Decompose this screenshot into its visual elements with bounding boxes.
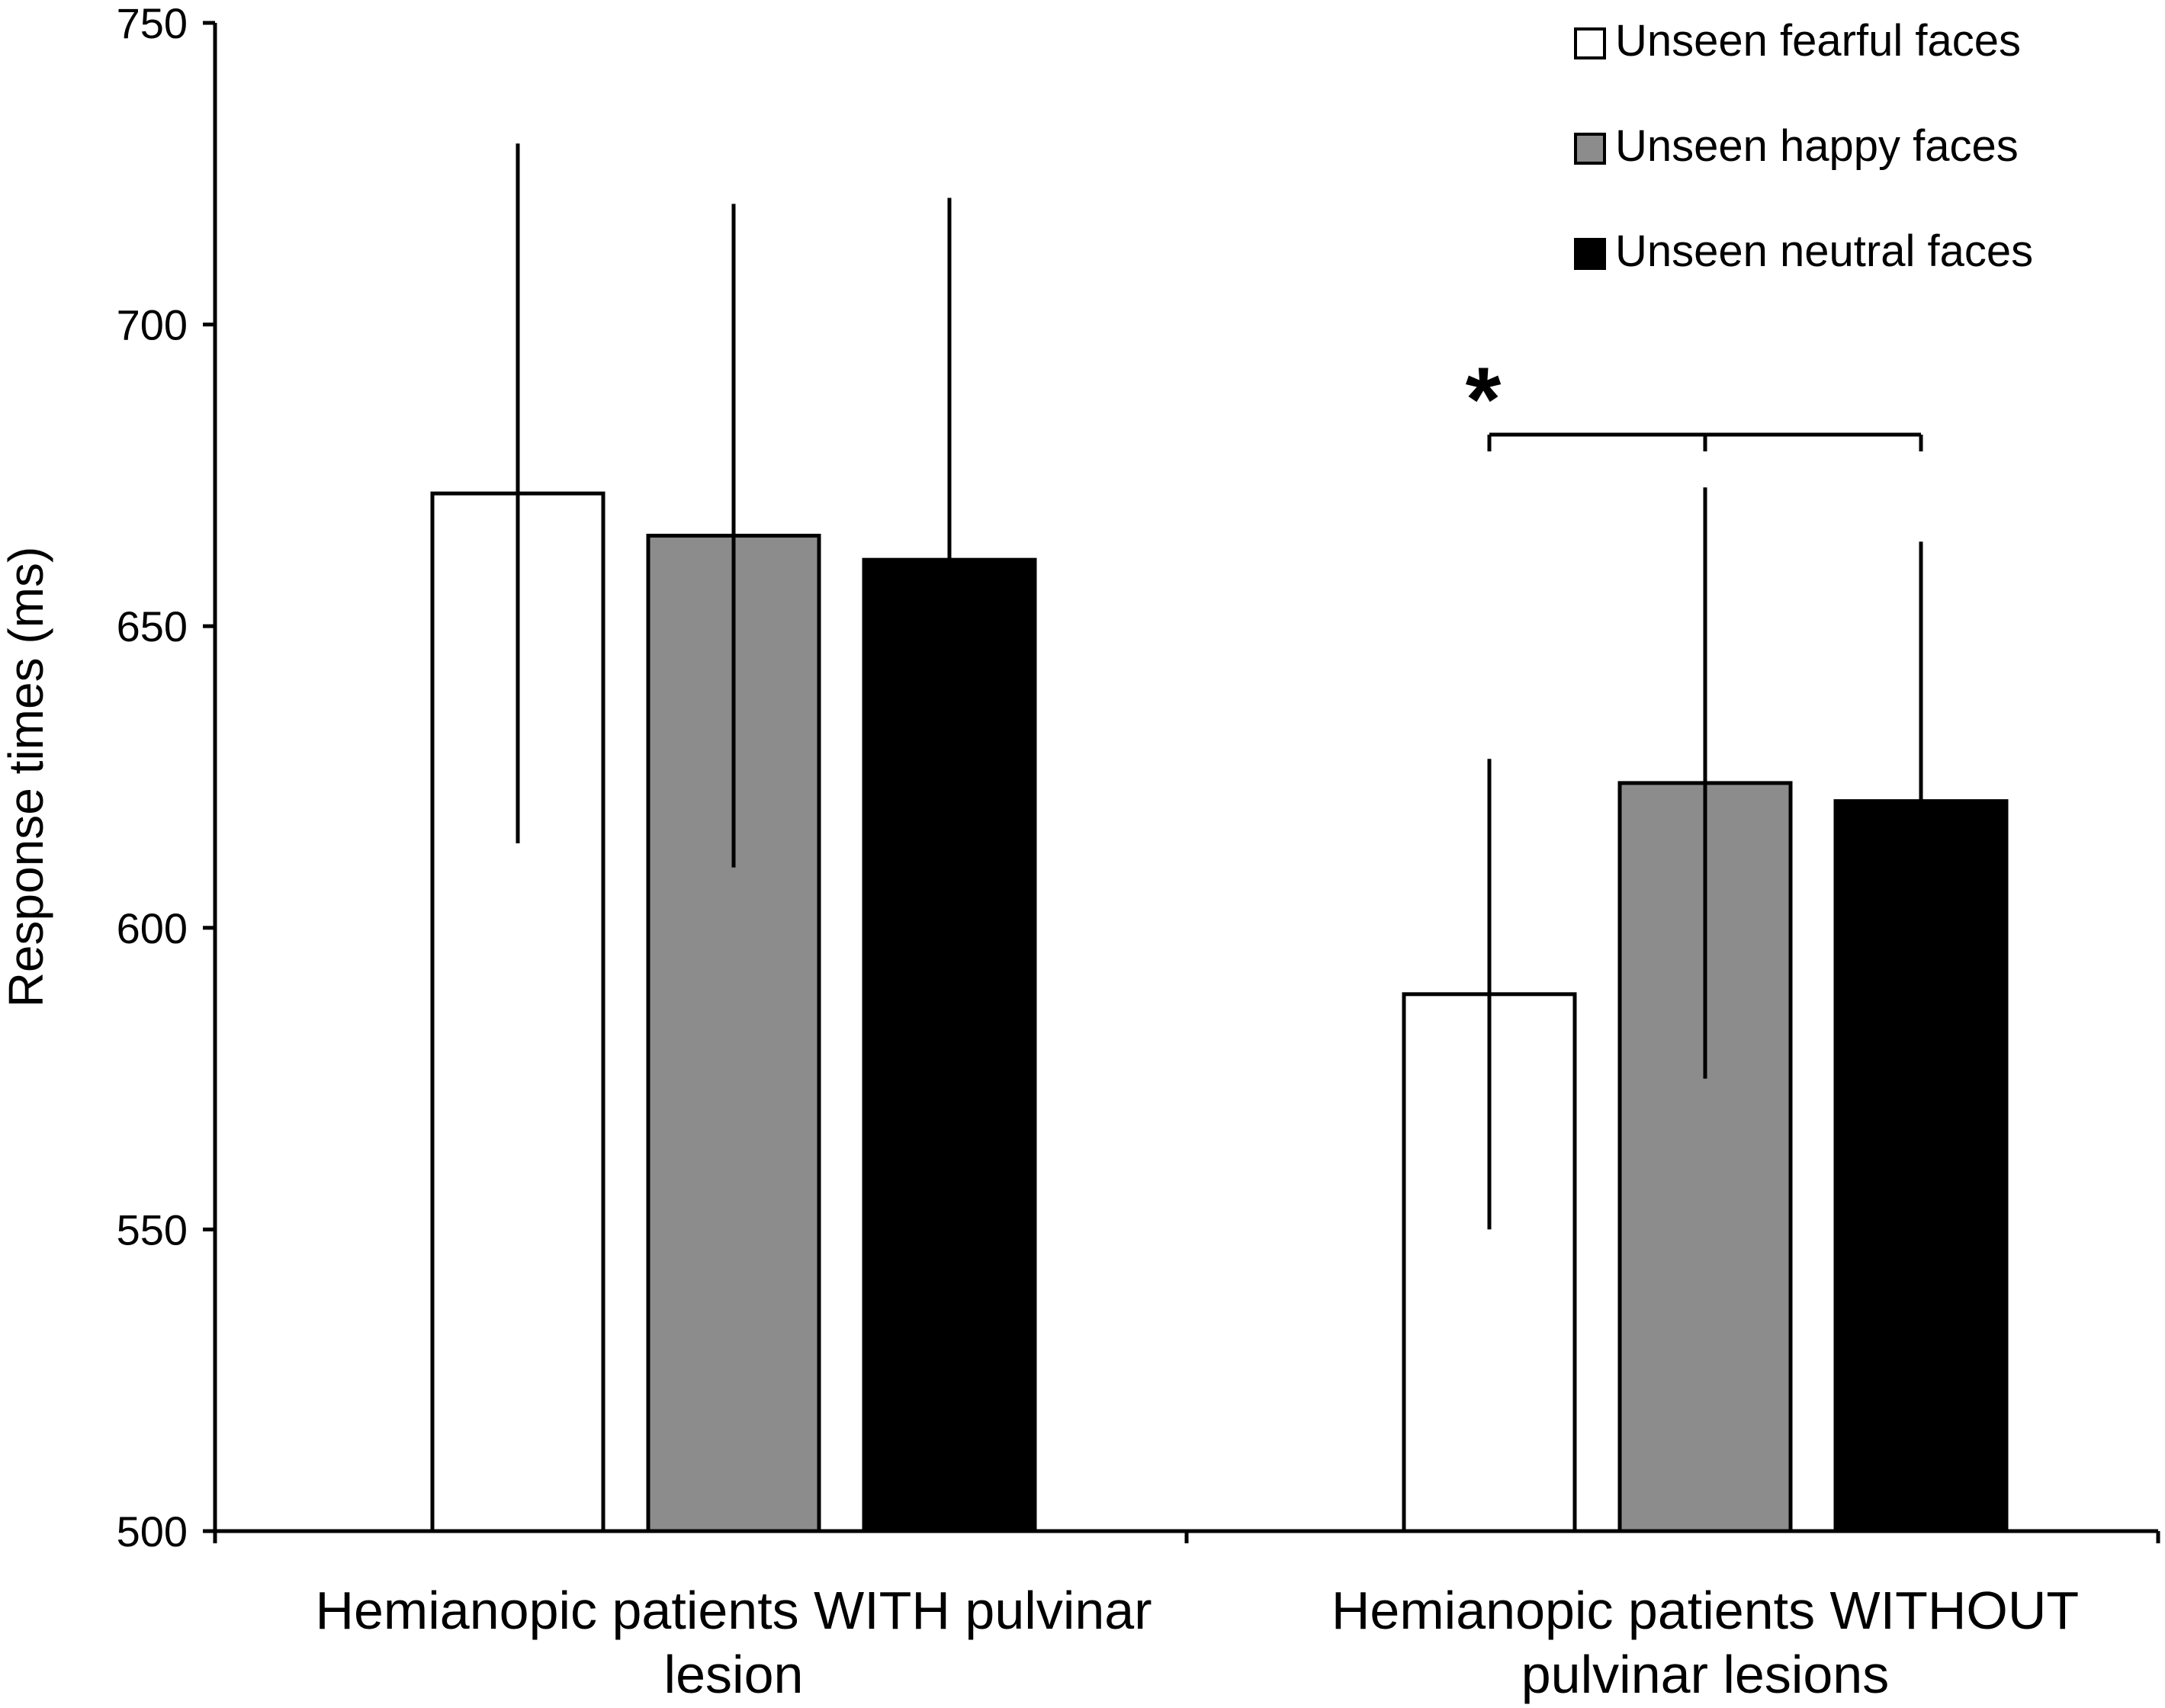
significance-star: * <box>1466 348 1502 451</box>
bars-layer <box>430 491 2009 1533</box>
y-tick-label: 500 <box>117 1507 188 1556</box>
legend-label: Unseen happy faces <box>1615 121 2019 171</box>
axes-layer <box>203 21 2160 1543</box>
bar <box>862 557 1037 1533</box>
legend: Unseen fearful faces Unseen happy faces Un… <box>1574 16 2033 276</box>
legend-label: Unseen fearful faces <box>1615 16 2021 66</box>
legend-label: Unseen neutral faces <box>1615 226 2033 276</box>
significance-annotation: * <box>1466 348 1923 451</box>
x-category-label: Hemianopic patients WITHOUT pulvinar lesi… <box>1331 1581 2079 1704</box>
x-category-label: Hemianopic patients WITH pulvinar lesion <box>315 1581 1152 1704</box>
error-bars-layer <box>516 143 1923 1230</box>
x-category-label-line: Hemianopic patients WITH pulvinar <box>315 1581 1152 1640</box>
legend-swatch <box>1574 27 1606 59</box>
y-tick-label: 700 <box>117 301 188 349</box>
y-tick-label: 750 <box>117 0 188 47</box>
labels-layer: 500 550 600 650 700 750 Response times (ms) Hem… <box>0 0 2079 1704</box>
y-tick-label: 600 <box>117 904 188 952</box>
x-category-label-line: Hemianopic patients WITHOUT <box>1331 1581 2079 1640</box>
legend-swatch <box>1574 238 1606 270</box>
y-tick-label: 650 <box>117 602 188 650</box>
x-category-label-line: lesion <box>664 1645 804 1704</box>
legend-swatch <box>1574 133 1606 165</box>
y-tick-label: 550 <box>117 1206 188 1254</box>
y-axis-title: Response times (ms) <box>0 547 53 1008</box>
bar <box>1833 799 2009 1533</box>
x-category-label-line: pulvinar lesions <box>1521 1645 1889 1704</box>
